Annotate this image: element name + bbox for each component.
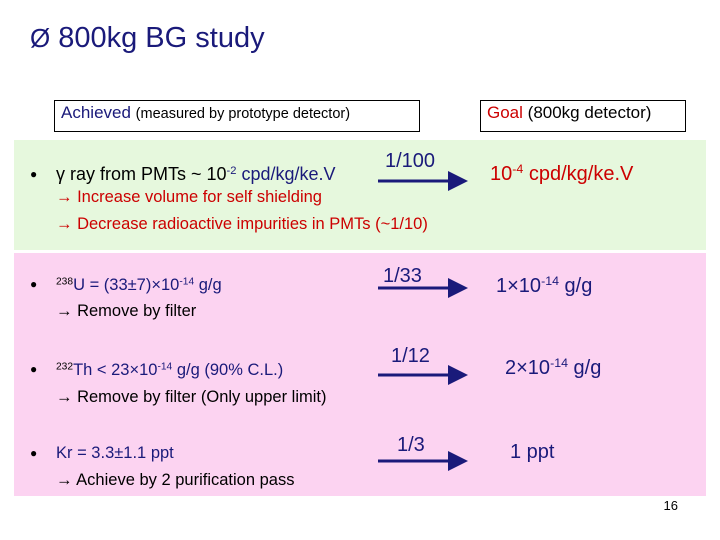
bullet-icon: ● (30, 167, 38, 181)
item-pmt-line-3: → Decrease radioactive impurities in PMT… (56, 215, 428, 233)
bullet-icon: ● (30, 362, 38, 376)
achieved-label: Achieved (61, 103, 131, 122)
right-arrow-icon (378, 451, 468, 471)
item-th232-line-2: → Remove by filter (Only upper limit) (56, 388, 327, 406)
slide-title-text: 800kg BG study (58, 22, 265, 54)
item-pmt-unit: cpd/kg/ke.V (236, 164, 336, 184)
goal-th232-base: 2×10 (505, 357, 551, 379)
goal-value-u238: 1×10-14 g/g (496, 275, 592, 298)
item-u238-mass-number: 238 (56, 276, 74, 288)
item-th232-text: Th < 23×10 (73, 361, 158, 379)
reduction-ratio-pmt: 1/100 (385, 150, 436, 172)
bullet-icon: ● (30, 446, 38, 460)
goal-u238-exponent: -14 (541, 274, 559, 289)
item-kr-line-2: → Achieve by 2 purification pass (56, 471, 295, 489)
goal-value-th232: 2×10-14 g/g (505, 357, 601, 380)
item-th232-exponent: -14 (157, 361, 173, 373)
item-pmt-exponent: -2 (226, 164, 237, 177)
goal-u238-base: 1×10 (496, 275, 542, 297)
right-arrow-icon (378, 171, 468, 191)
check-arrow-icon: Ø (30, 23, 51, 53)
item-th232-mass-number: 232 (56, 361, 74, 373)
right-arrow-icon (378, 365, 468, 385)
achieved-note: (measured by prototype detector) (135, 106, 351, 122)
item-pmt-text: γ ray from PMTs ~ 10 (56, 164, 227, 184)
reduction-ratio-kr: 1/3 (397, 434, 425, 456)
right-arrow-icon (378, 278, 468, 298)
item-u238-line-1: 238U = (33±7)×10-14 g/g (56, 276, 222, 295)
item-th232-line-1: 232Th < 23×10-14 g/g (90% C.L.) (56, 361, 283, 380)
item-u238-text: U = (33±7)×10 (73, 276, 180, 294)
item-u238-line-2: → Remove by filter (56, 302, 197, 320)
goal-u238-unit: g/g (558, 275, 593, 297)
item-th232-unit: g/g (90% C.L.) (172, 361, 284, 379)
goal-note: (800kg detector) (527, 103, 652, 122)
bullet-icon: ● (30, 277, 38, 291)
goal-pmt-unit: cpd/kg/ke.V (523, 163, 634, 185)
goal-value-pmt: 10-4 cpd/kg/ke.V (490, 163, 633, 186)
item-u238-unit: g/g (194, 276, 222, 294)
item-kr-line-1: Kr = 3.3±1.1 ppt (56, 444, 174, 462)
goal-value-kr: 1 ppt (510, 441, 555, 463)
item-pmt-line-2: → Increase volume for self shielding (56, 188, 322, 206)
goal-pmt-exponent: -4 (512, 162, 524, 177)
item-pmt-line-1: γ ray from PMTs ~ 10-2 cpd/kg/ke.V (56, 164, 336, 185)
page-number: 16 (663, 498, 678, 513)
achieved-header: Achieved (measured by prototype detector… (54, 100, 420, 132)
slide-title: Ø 800kg BG study (30, 22, 265, 55)
impurities-section-background (14, 253, 706, 496)
reduction-ratio-th232: 1/12 (391, 345, 430, 367)
item-u238-exponent: -14 (179, 276, 195, 288)
pmt-section-background (14, 140, 706, 250)
goal-pmt-base: 10 (490, 163, 513, 185)
reduction-ratio-u238: 1/33 (383, 265, 422, 287)
goal-th232-unit: g/g (567, 357, 602, 379)
goal-label: Goal (487, 103, 523, 122)
goal-th232-exponent: -14 (550, 356, 568, 371)
goal-header: Goal (800kg detector) (480, 100, 686, 132)
